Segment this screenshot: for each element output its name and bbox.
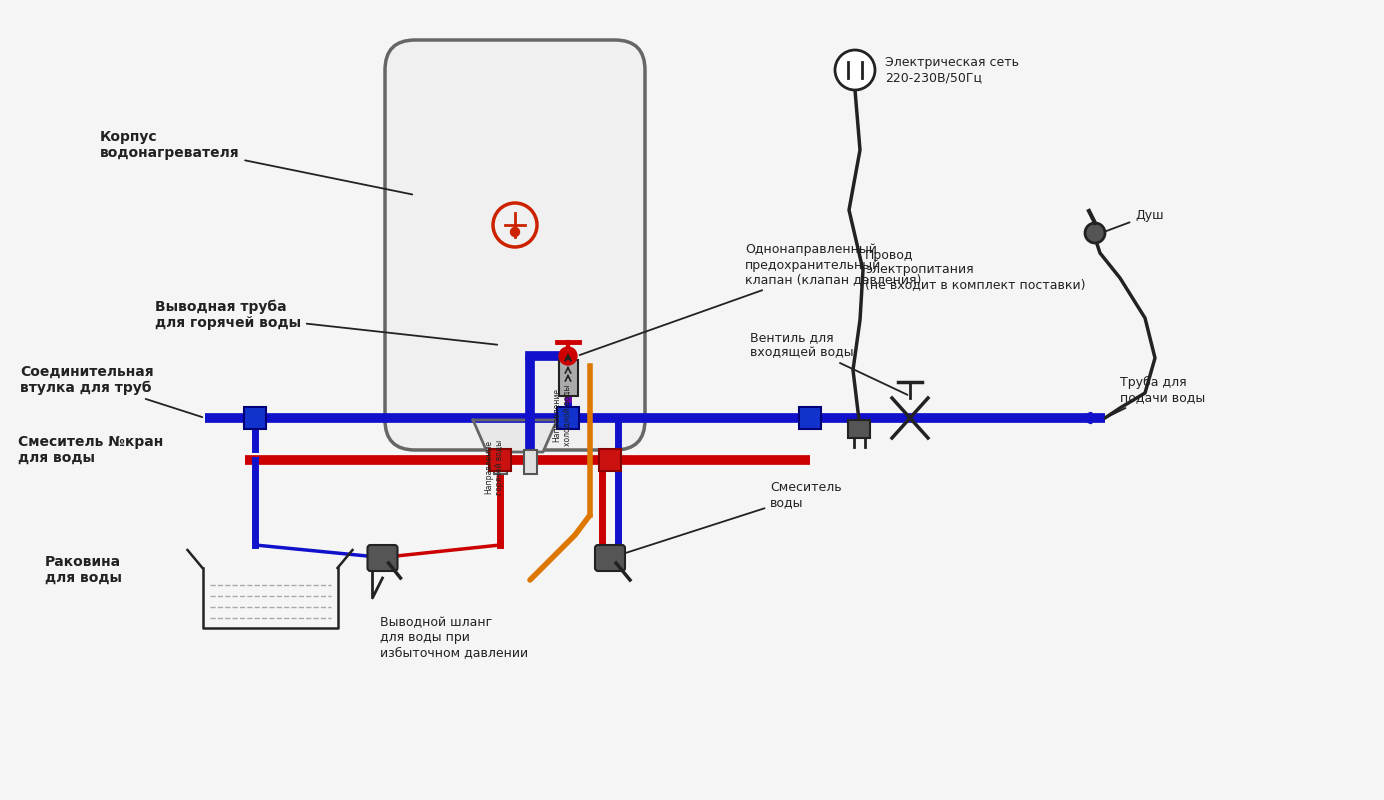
Circle shape — [559, 347, 577, 365]
Text: Направление
горячей воды: Направление горячей воды — [484, 439, 504, 494]
Text: Труба для
подачи воды: Труба для подачи воды — [1107, 376, 1205, 417]
Bar — [489, 449, 511, 471]
Text: Однонаправленный
предохранительный
клапан (клапан давления): Однонаправленный предохранительный клапа… — [580, 243, 922, 355]
Text: Душ: Душ — [1103, 209, 1164, 232]
Bar — [599, 449, 621, 471]
Bar — [523, 450, 537, 474]
Bar — [559, 360, 577, 396]
FancyBboxPatch shape — [368, 545, 397, 571]
FancyBboxPatch shape — [385, 40, 645, 450]
Circle shape — [511, 227, 519, 237]
Text: Смеситель №кран
для воды: Смеситель №кран для воды — [18, 435, 163, 465]
Bar — [244, 407, 266, 429]
Text: Выводной шланг
для воды при
избыточном давлении: Выводной шланг для воды при избыточном д… — [381, 617, 529, 659]
Bar — [494, 450, 507, 474]
Circle shape — [1085, 223, 1104, 243]
Text: Провод
электропитания
(не входит в комплект поставки): Провод электропитания (не входит в компл… — [865, 249, 1085, 291]
Bar — [556, 407, 579, 429]
Text: Корпус
водонагревателя: Корпус водонагревателя — [100, 130, 412, 194]
FancyBboxPatch shape — [595, 545, 626, 571]
Text: Выводная труба
для горячей воды: Выводная труба для горячей воды — [155, 300, 497, 345]
Text: Смеситель
воды: Смеситель воды — [613, 481, 841, 557]
Bar — [848, 420, 871, 438]
Bar — [799, 407, 821, 429]
Text: Раковина
для воды: Раковина для воды — [46, 555, 122, 585]
Text: Соединительная
втулка для труб: Соединительная втулка для труб — [19, 365, 202, 417]
Text: Вентиль для
входящей воды: Вентиль для входящей воды — [750, 331, 908, 395]
Circle shape — [835, 50, 875, 90]
Circle shape — [493, 203, 537, 247]
Text: Направление
холодной воды: Направление холодной воды — [552, 384, 572, 446]
Polygon shape — [473, 420, 556, 452]
Text: Электрическая сеть
220-230В/50Гц: Электрическая сеть 220-230В/50Гц — [884, 56, 1019, 84]
